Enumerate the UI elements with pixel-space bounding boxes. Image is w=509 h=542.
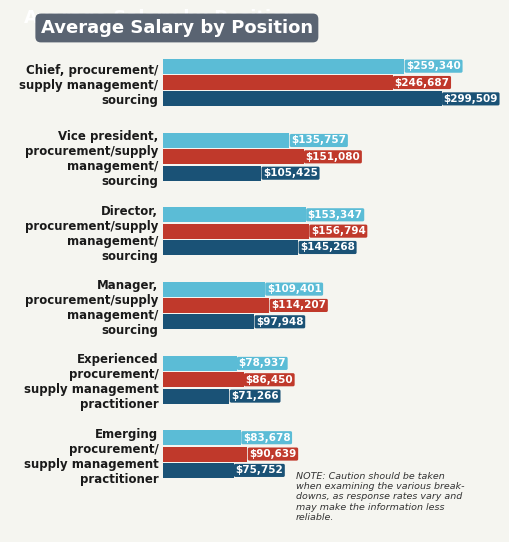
Text: $153,347: $153,347 xyxy=(307,210,362,220)
Text: $151,080: $151,080 xyxy=(305,152,359,162)
Text: $86,450: $86,450 xyxy=(245,375,293,385)
Bar xyxy=(163,298,269,313)
Bar xyxy=(163,75,392,90)
Text: $97,948: $97,948 xyxy=(256,317,303,327)
Text: Average Salary by Position: Average Salary by Position xyxy=(24,9,296,27)
Text: $105,425: $105,425 xyxy=(263,168,317,178)
Text: $299,509: $299,509 xyxy=(443,94,497,104)
Text: $156,794: $156,794 xyxy=(310,226,365,236)
Bar xyxy=(163,372,243,388)
Bar xyxy=(163,224,308,238)
Text: $90,639: $90,639 xyxy=(249,449,296,459)
Bar xyxy=(163,207,305,222)
Text: NOTE: Caution should be taken
when examining the various break-
downs, as respon: NOTE: Caution should be taken when exami… xyxy=(295,472,463,522)
Text: $114,207: $114,207 xyxy=(271,300,326,311)
Bar xyxy=(163,282,264,296)
Bar xyxy=(163,447,247,462)
Bar xyxy=(163,149,303,164)
Text: $145,268: $145,268 xyxy=(300,242,354,253)
Text: $259,340: $259,340 xyxy=(406,61,460,71)
Bar xyxy=(163,240,298,255)
Text: $71,266: $71,266 xyxy=(231,391,278,401)
Text: Average Salary by Position: Average Salary by Position xyxy=(41,19,313,37)
Bar xyxy=(163,356,236,371)
Text: $246,687: $246,687 xyxy=(393,78,448,87)
Bar xyxy=(163,430,241,445)
Text: $78,937: $78,937 xyxy=(238,358,286,369)
Bar xyxy=(163,389,229,404)
Text: $75,752: $75,752 xyxy=(235,466,282,475)
Text: $109,401: $109,401 xyxy=(266,284,321,294)
Text: $135,757: $135,757 xyxy=(291,136,346,145)
Bar xyxy=(163,166,261,180)
Bar xyxy=(163,92,441,106)
Bar xyxy=(163,463,233,478)
Bar xyxy=(163,59,404,74)
Text: $83,678: $83,678 xyxy=(242,433,290,443)
Bar xyxy=(163,133,289,148)
Bar xyxy=(163,314,254,330)
